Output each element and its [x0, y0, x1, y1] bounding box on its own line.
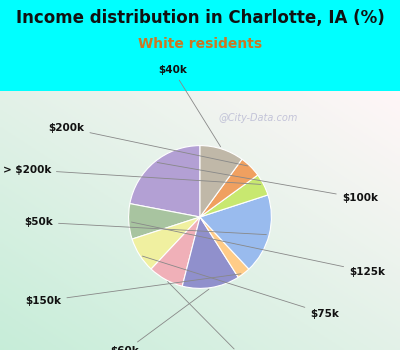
Wedge shape — [200, 159, 258, 217]
Text: > $200k: > $200k — [2, 165, 261, 184]
Wedge shape — [200, 146, 242, 217]
Text: $200k: $200k — [48, 123, 248, 166]
Wedge shape — [182, 217, 238, 288]
Wedge shape — [129, 204, 200, 239]
Wedge shape — [130, 146, 200, 217]
Wedge shape — [200, 217, 249, 277]
Wedge shape — [200, 175, 268, 217]
Text: $60k: $60k — [110, 289, 209, 350]
Text: White residents: White residents — [138, 37, 262, 51]
Wedge shape — [151, 217, 200, 286]
Wedge shape — [132, 217, 200, 269]
Wedge shape — [200, 195, 271, 269]
Text: $40k: $40k — [158, 65, 220, 147]
Text: $30k: $30k — [168, 281, 258, 350]
Text: $150k: $150k — [26, 274, 241, 306]
Text: Income distribution in Charlotte, IA (%): Income distribution in Charlotte, IA (%) — [16, 9, 384, 27]
Text: $75k: $75k — [142, 256, 339, 318]
Text: $100k: $100k — [157, 162, 378, 203]
Text: @City-Data.com: @City-Data.com — [219, 113, 298, 123]
Text: $50k: $50k — [24, 217, 266, 234]
Text: $125k: $125k — [132, 222, 385, 276]
